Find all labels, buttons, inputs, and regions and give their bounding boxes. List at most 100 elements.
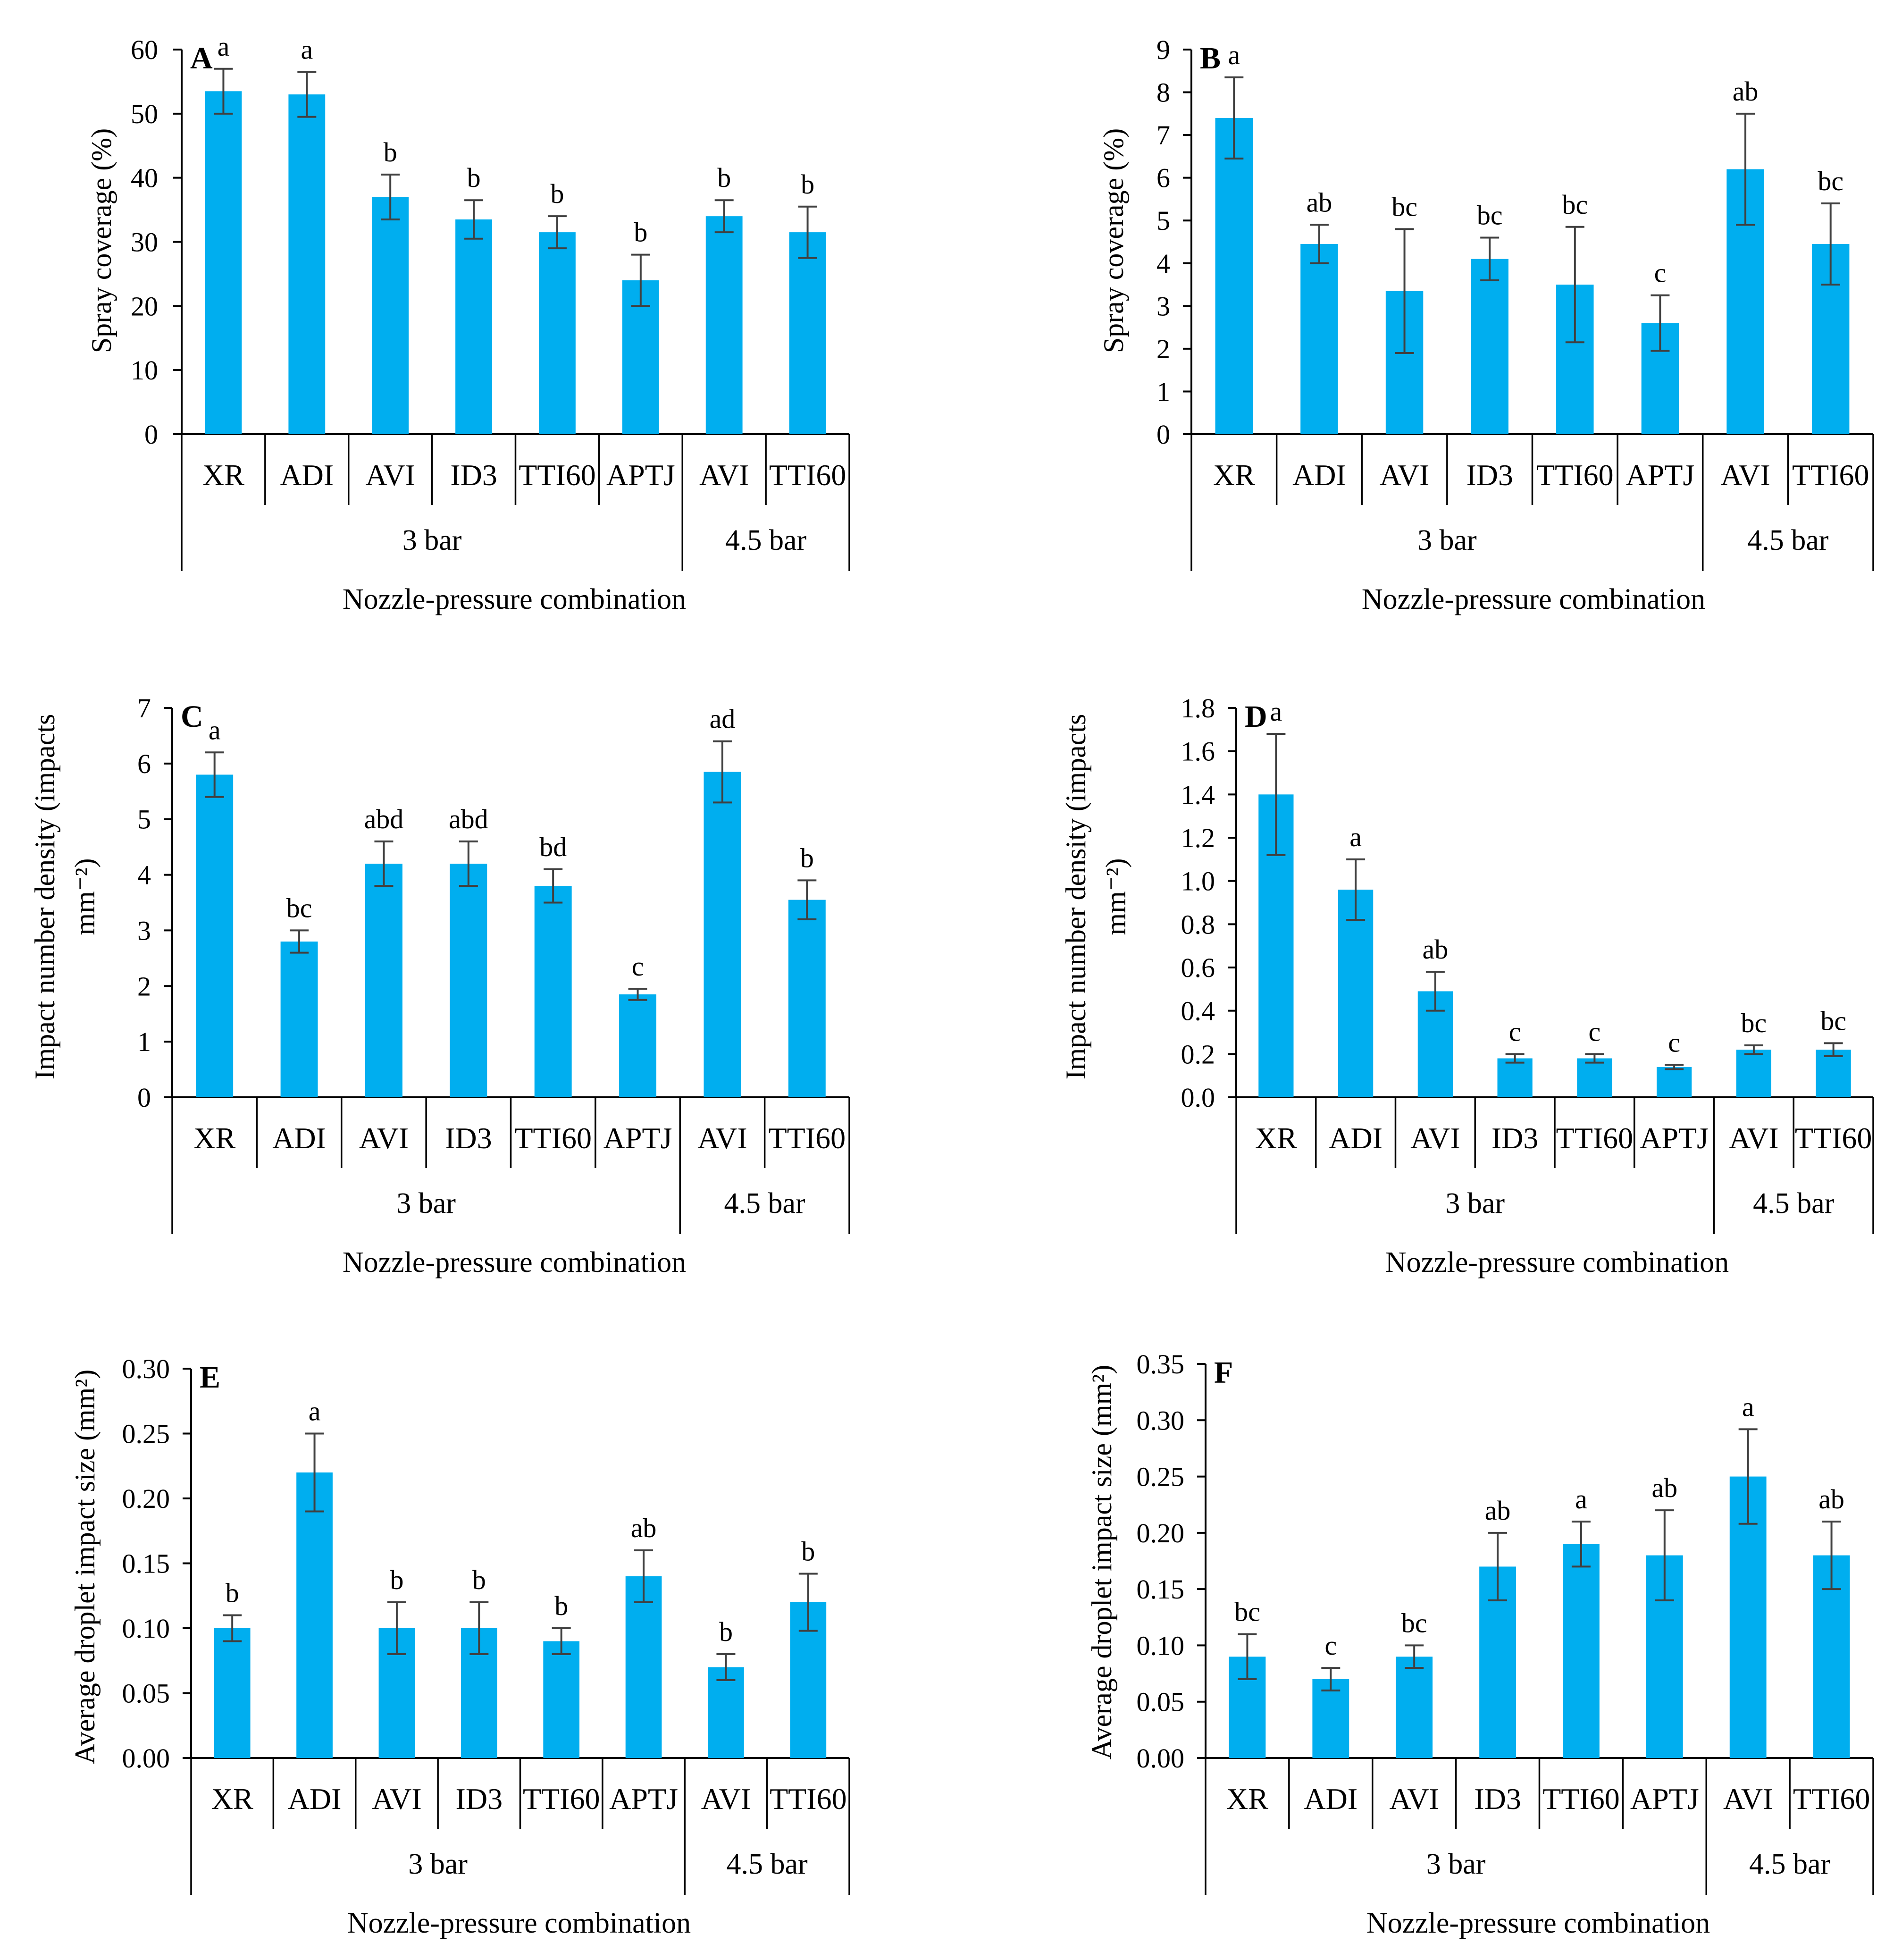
category-label: TTI60 (1542, 1782, 1620, 1816)
y-tick-label: 0.20 (122, 1483, 170, 1514)
significance-letter: bc (1562, 189, 1588, 220)
group-label: 4.5 bar (1749, 1848, 1831, 1880)
category-label: TTI60 (519, 458, 596, 492)
category-label: XR (1255, 1121, 1297, 1155)
panel-label: F (1214, 1355, 1233, 1390)
category-label: AVI (697, 1121, 747, 1155)
category-label: AVI (701, 1782, 751, 1816)
significance-letter: bc (1234, 1597, 1260, 1627)
category-label: XR (202, 458, 244, 492)
y-tick-label: 0.25 (122, 1419, 170, 1449)
y-tick-label: 0.20 (1137, 1518, 1185, 1548)
category-label: APTJ (1626, 458, 1695, 492)
significance-letter: bc (286, 892, 312, 923)
group-label: 4.5 bar (727, 1848, 808, 1880)
category-label: XR (193, 1121, 235, 1155)
significance-letter: ab (1307, 187, 1332, 218)
significance-letter: bc (1818, 166, 1843, 196)
y-tick-label: 0.35 (1137, 1349, 1185, 1380)
y-tick-label: 4 (137, 860, 151, 891)
bar (372, 197, 409, 434)
y-tick-label: 0.15 (122, 1548, 170, 1579)
bar (288, 94, 326, 435)
group-label: 4.5 bar (1747, 524, 1829, 556)
significance-letter: ab (631, 1513, 657, 1543)
significance-letter: b (801, 1536, 815, 1567)
group-label: 3 bar (408, 1848, 468, 1880)
y-tick-label: 3 (137, 915, 151, 946)
category-label: ID3 (1466, 458, 1513, 492)
y-tick-label: 5 (137, 804, 151, 835)
chart-panel-b: 0 1 2 3 4 5 6 7 8 9 3 bar 4.5 bar a XR ab ADI bc AVI bc ID3… (1098, 34, 1874, 615)
significance-letter: b (717, 162, 731, 193)
category-label: APTJ (1630, 1782, 1699, 1816)
y-axis-title-line: Impact number density (impacts (1060, 714, 1091, 1080)
category-label: TTI60 (1793, 1782, 1870, 1816)
category-label: APTJ (609, 1782, 678, 1816)
y-axis-title: Average droplet impact size (mm²) (1086, 1365, 1117, 1760)
significance-letter: a (1349, 822, 1362, 852)
y-tick-label: 1.0 (1181, 866, 1215, 897)
bar (280, 942, 318, 1097)
y-axis-title-line: Impact number density (impacts (29, 714, 60, 1080)
panel-label: B (1200, 41, 1221, 76)
x-axis-title: Nozzle-pressure combination (343, 583, 686, 615)
category-label: AVI (365, 458, 415, 492)
y-tick-label: 0.05 (1137, 1687, 1185, 1717)
y-tick-label: 30 (131, 227, 158, 258)
y-tick-label: 6 (1156, 163, 1170, 193)
category-label: TTI60 (769, 1121, 846, 1155)
bar (704, 772, 741, 1097)
y-tick-label: 0.25 (1137, 1462, 1185, 1492)
category-label: ADI (1292, 458, 1346, 492)
significance-letter: ab (1733, 76, 1759, 107)
y-tick-label: 0.0 (1181, 1082, 1215, 1113)
significance-letter: c (1668, 1027, 1680, 1058)
bar (708, 1667, 744, 1758)
y-axis-title-line: Average droplet impact size (mm²) (69, 1370, 101, 1765)
bar (789, 232, 826, 434)
category-label: TTI60 (769, 458, 846, 492)
chart-panel-e: 0.00 0.05 0.10 0.15 0.20 0.25 0.30 3 bar 4.5 bar… (69, 1354, 850, 1939)
bar (534, 886, 572, 1097)
bar (196, 774, 234, 1097)
chart-panel-f: 0.00 0.05 0.10 0.15 0.20 0.25 0.30 0.35 3 bar 4.5… (1086, 1349, 1874, 1939)
bar (1736, 1050, 1771, 1097)
group-label: 3 bar (402, 524, 462, 556)
significance-letter: ad (710, 704, 736, 734)
y-tick-label: 1.4 (1181, 779, 1215, 810)
y-tick-label: 0.15 (1137, 1574, 1185, 1605)
x-axis-title: Nozzle-pressure combination (347, 1907, 691, 1939)
significance-letter: b (554, 1590, 568, 1621)
bar (1312, 1679, 1349, 1758)
bar (1338, 890, 1374, 1097)
y-tick-label: 50 (131, 99, 158, 129)
significance-letter: ab (1818, 1484, 1844, 1514)
y-tick-label: 0.10 (122, 1613, 170, 1644)
significance-letter: b (550, 178, 564, 209)
significance-letter: b (800, 842, 814, 873)
y-axis-title: Average droplet impact size (mm²) (69, 1370, 101, 1765)
bar (543, 1641, 580, 1758)
significance-letter: c (1324, 1630, 1337, 1661)
category-label: TTI60 (1536, 458, 1614, 492)
category-label: AVI (1723, 1782, 1773, 1816)
category-label: TTI60 (1795, 1121, 1872, 1155)
x-axis-title: Nozzle-pressure combination (343, 1246, 686, 1279)
group-label: 4.5 bar (724, 1187, 806, 1220)
category-label: TTI60 (523, 1782, 600, 1816)
y-tick-label: 0.05 (122, 1678, 170, 1709)
category-label: ADI (272, 1121, 326, 1155)
category-label: AVI (359, 1121, 409, 1155)
significance-letter: bc (1391, 191, 1417, 222)
significance-letter: a (1575, 1484, 1587, 1514)
category-label: ADI (280, 458, 334, 492)
y-axis-title-line: mm⁻²) (69, 858, 101, 935)
x-axis-title: Nozzle-pressure combination (1385, 1246, 1729, 1279)
significance-letter: abd (449, 804, 488, 834)
group-label: 3 bar (1445, 1187, 1505, 1220)
significance-letter: a (209, 715, 221, 745)
significance-letter: b (634, 217, 647, 248)
y-tick-label: 0.4 (1181, 996, 1215, 1026)
